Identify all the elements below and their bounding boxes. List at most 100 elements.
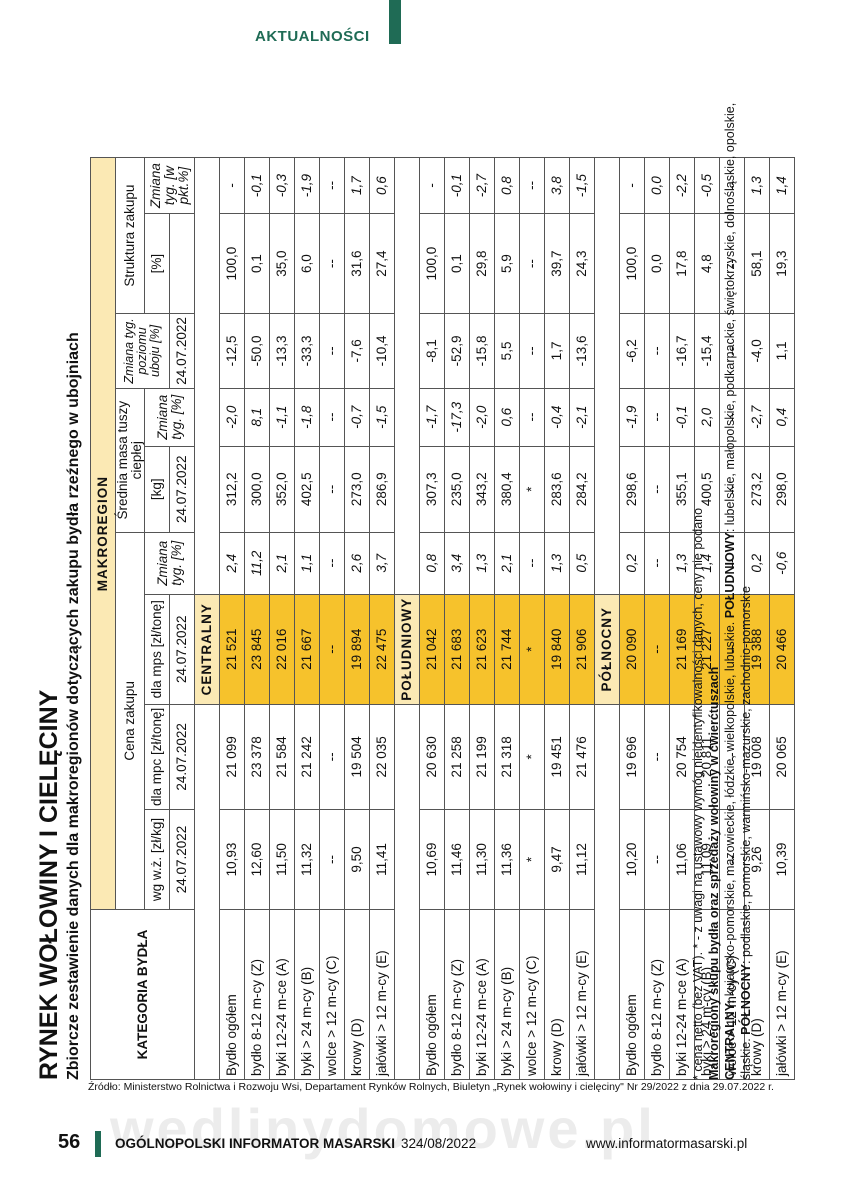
value-cell: -0,6 bbox=[769, 532, 795, 595]
region-text: : podlaskie, pomorskie, warmińsko-mazurs… bbox=[739, 586, 753, 964]
value-cell: -12,5 bbox=[219, 313, 245, 389]
value-cell: -- bbox=[319, 809, 345, 910]
value-cell: 20 090 bbox=[619, 594, 645, 705]
category-cell: wolce > 12 m-cy (C) bbox=[319, 909, 345, 1080]
header-zmiana-pkt: Zmiana tyg. [w pkt.%] bbox=[144, 157, 195, 214]
category-cell: bydło 8-12 m-cy (Z) bbox=[644, 909, 670, 1080]
category-cell: jałówki > 12 m-cy (E) bbox=[769, 909, 795, 1080]
value-cell: -52,9 bbox=[444, 313, 470, 389]
header-makroregion: MAKROREGION bbox=[90, 157, 116, 910]
header-date: 24.07.2022 bbox=[169, 446, 195, 533]
value-cell: 5,9 bbox=[494, 213, 520, 314]
issue-number: 324/08/2022 bbox=[401, 1136, 477, 1151]
value-cell: 21 476 bbox=[569, 704, 595, 810]
value-cell: 273,0 bbox=[344, 446, 370, 533]
value-cell: -- bbox=[519, 532, 545, 595]
value-cell: -10,4 bbox=[369, 313, 395, 389]
value-cell: 11,12 bbox=[569, 809, 595, 910]
region-spacer bbox=[594, 157, 620, 595]
category-cell: krowy (D) bbox=[344, 909, 370, 1080]
value-cell: 298,6 bbox=[619, 446, 645, 533]
region-row: POŁUDNIOWY bbox=[394, 157, 420, 1080]
value-cell: 39,7 bbox=[544, 213, 570, 314]
value-cell: -1,5 bbox=[569, 157, 595, 214]
value-cell: 11,46 bbox=[444, 809, 470, 910]
value-cell: -1,9 bbox=[619, 388, 645, 447]
table-row: byki > 24 m-cy (B) 11,36 21 318 21 744 2,1 38… bbox=[494, 157, 520, 1080]
website-link[interactable]: www.informatormasarski.pl bbox=[586, 1136, 748, 1151]
notes: * cena netto (bez VAT). * - z uwagi na u… bbox=[690, 80, 754, 1080]
table-row: jałówki > 12 m-cy (E) 11,41 22 035 22 475 3,… bbox=[369, 157, 395, 1080]
value-cell: -13,3 bbox=[269, 313, 295, 389]
value-cell: 286,9 bbox=[369, 446, 395, 533]
table-row: byki 12-24 m-ce (A) 11,30 21 199 21 623 1,3 3… bbox=[469, 157, 495, 1080]
region-label: POŁUDNIOWY bbox=[723, 532, 737, 619]
value-cell: 3,8 bbox=[544, 157, 570, 214]
value-cell: -8,1 bbox=[419, 313, 445, 389]
value-cell: 284,2 bbox=[569, 446, 595, 533]
category-cell: jałówki > 12 m-cy (E) bbox=[569, 909, 595, 1080]
value-cell: 20 630 bbox=[419, 704, 445, 810]
value-cell: 10,20 bbox=[619, 809, 645, 910]
section-bar bbox=[389, 0, 401, 44]
header-date: 24.07.2022 bbox=[169, 594, 195, 705]
table-row: krowy (D) 9,50 19 504 19 894 2,6 273,0 -0,7 -7,… bbox=[344, 157, 370, 1080]
value-cell: 2,4 bbox=[219, 532, 245, 595]
value-cell: 19,3 bbox=[769, 213, 795, 314]
category-cell: jałówki > 12 m-cy (E) bbox=[369, 909, 395, 1080]
category-cell: byki > 24 m-cy (B) bbox=[294, 909, 320, 1080]
rotated-content: RYNEK WOŁOWINY I CIELĘCINY Zbiorcze zest… bbox=[30, 80, 795, 1080]
value-cell: -13,6 bbox=[569, 313, 595, 389]
header-zmiana-pct: Zmiana tyg. [%] bbox=[144, 532, 195, 595]
table-row: Bydło ogółem 10,69 20 630 21 042 0,8 307,3 -1,… bbox=[419, 157, 445, 1080]
value-cell: 0,0 bbox=[644, 157, 670, 214]
value-cell: -- bbox=[319, 446, 345, 533]
value-cell: 1,4 bbox=[769, 157, 795, 214]
value-cell: 21 906 bbox=[569, 594, 595, 705]
value-cell: 20 466 bbox=[769, 594, 795, 705]
value-cell: 29,8 bbox=[469, 213, 495, 314]
value-cell: 1,7 bbox=[344, 157, 370, 214]
source-line: Źródło: Ministerstwo Rolnictwa i Rozwoju… bbox=[88, 1081, 774, 1093]
value-cell: 24,3 bbox=[569, 213, 595, 314]
region-row: PÓŁNOCNY bbox=[594, 157, 620, 1080]
value-cell: -0,1 bbox=[444, 157, 470, 214]
category-cell: krowy (D) bbox=[544, 909, 570, 1080]
value-cell: 352,0 bbox=[269, 446, 295, 533]
value-cell: -0,7 bbox=[344, 388, 370, 447]
value-cell: 0,0 bbox=[644, 213, 670, 314]
value-cell: 100,0 bbox=[619, 213, 645, 314]
page-subtitle: Zbiorcze zestawienie danych dla makroreg… bbox=[65, 332, 82, 1080]
value-cell: 0,1 bbox=[244, 213, 270, 314]
value-cell: 21 623 bbox=[469, 594, 495, 705]
value-cell: 22 035 bbox=[369, 704, 395, 810]
value-cell: 21 667 bbox=[294, 594, 320, 705]
value-cell: 10,93 bbox=[219, 809, 245, 910]
category-cell: Bydło ogółem bbox=[219, 909, 245, 1080]
value-cell: -- bbox=[644, 388, 670, 447]
note-regions: CENTRALNY: kujawsko-pomorskie, mazowieck… bbox=[722, 80, 754, 1080]
value-cell: -- bbox=[644, 809, 670, 910]
value-cell: -17,3 bbox=[444, 388, 470, 447]
value-cell: 0,2 bbox=[619, 532, 645, 595]
value-cell: -0,1 bbox=[244, 157, 270, 214]
value-cell: 283,6 bbox=[544, 446, 570, 533]
value-cell: -33,3 bbox=[294, 313, 320, 389]
value-cell: -- bbox=[319, 313, 345, 389]
value-cell: -0,3 bbox=[269, 157, 295, 214]
value-cell: 300,0 bbox=[244, 446, 270, 533]
header-wgwz: wg w.ż. [zł/kg] bbox=[144, 809, 170, 910]
value-cell: 19 451 bbox=[544, 704, 570, 810]
value-cell: -- bbox=[644, 532, 670, 595]
value-cell: 0,6 bbox=[369, 157, 395, 214]
category-cell: byki > 24 m-cy (B) bbox=[494, 909, 520, 1080]
region-spacer bbox=[594, 704, 620, 1080]
region-label: CENTRALNY: bbox=[723, 999, 737, 1080]
category-cell: bydło 8-12 m-cy (Z) bbox=[244, 909, 270, 1080]
value-cell: 1,3 bbox=[469, 532, 495, 595]
header-zmiana-tyg: Zmiana tyg. [%] bbox=[144, 388, 195, 447]
table-row: Bydło ogółem 10,93 21 099 21 521 2,4 312,2 -2,… bbox=[219, 157, 245, 1080]
value-cell: 11,32 bbox=[294, 809, 320, 910]
value-cell: 1,1 bbox=[294, 532, 320, 595]
page-bar bbox=[95, 1131, 101, 1157]
